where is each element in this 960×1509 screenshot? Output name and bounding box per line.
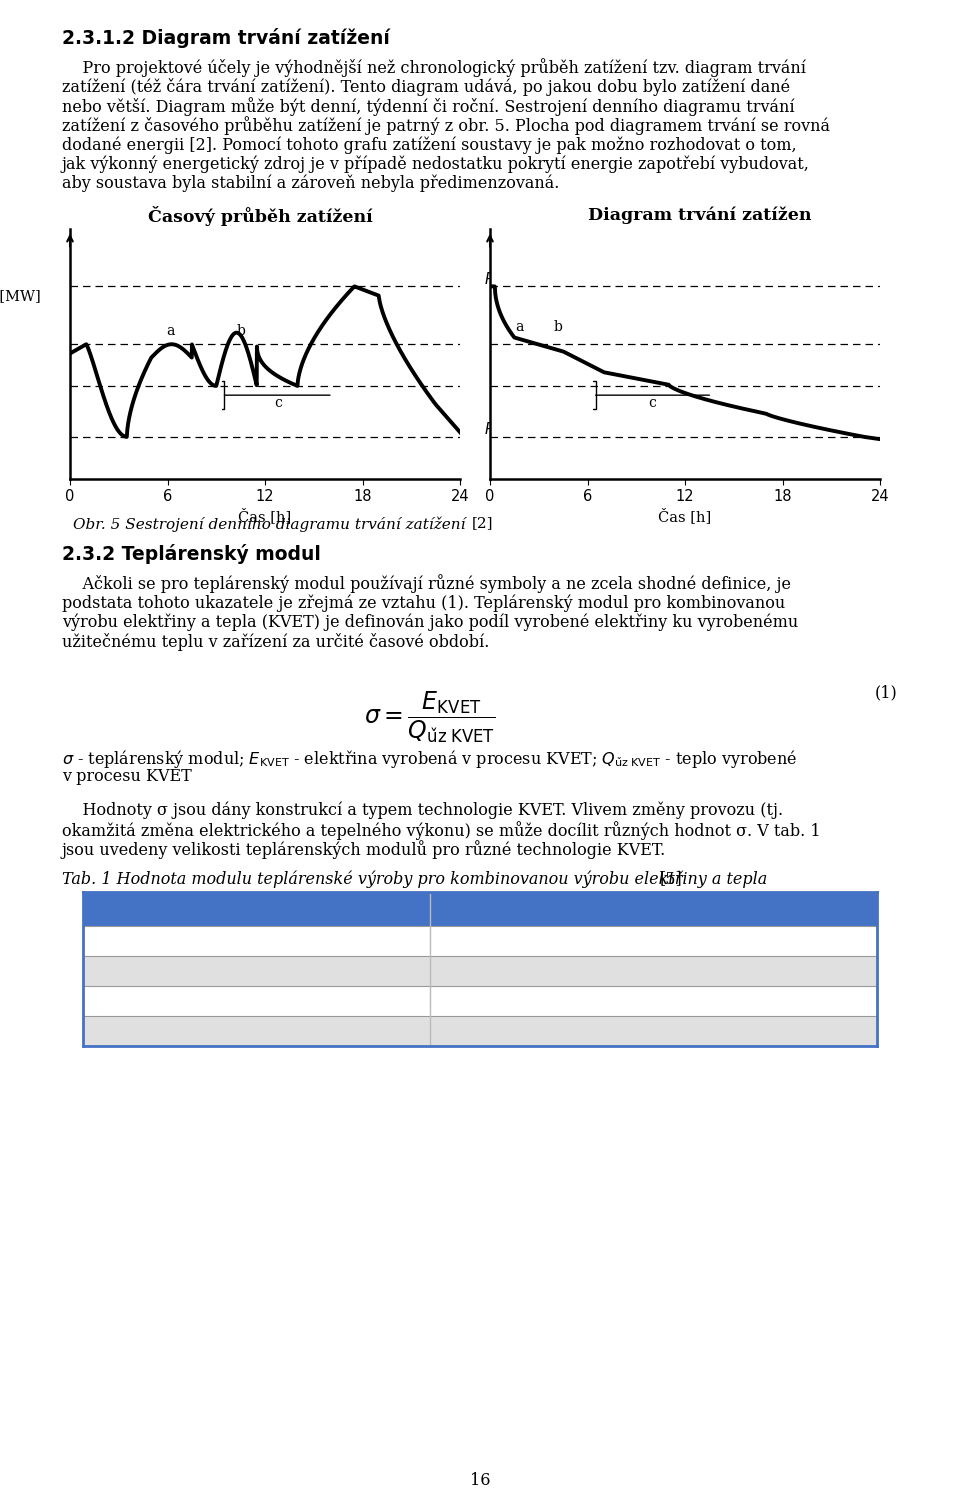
Text: 0,90 - 1,40: 0,90 - 1,40 [612, 1025, 695, 1038]
Text: a: a [516, 320, 523, 333]
Text: Ačkoli se pro teplárenský modul používají různé symboly a ne zcela shodné defini: Ačkoli se pro teplárenský modul používaj… [62, 575, 791, 593]
Text: b: b [554, 320, 563, 333]
Text: jsou uvedeny velikosti teplárenských modulů pro různé technologie KVET.: jsou uvedeny velikosti teplárenských mod… [62, 841, 666, 860]
Text: [2]: [2] [472, 516, 493, 531]
Text: Teplárna s parní turbínou: Teplárna s parní turbínou [95, 934, 293, 949]
Text: okamžitá změna elektrického a tepelného výkonu) se může docílit různých hodnot σ: okamžitá změna elektrického a tepelného … [62, 821, 821, 841]
Text: výrobu elektřiny a tepla (KVET) je definován jako podíl vyrobené elektřiny ku vy: výrobu elektřiny a tepla (KVET) je defin… [62, 614, 799, 631]
Text: $P_{min}$: $P_{min}$ [485, 421, 514, 439]
Text: 2.3.1.2 Diagram trvání zatížení: 2.3.1.2 Diagram trvání zatížení [62, 29, 390, 48]
Text: 2.3.2 Teplárenský modul: 2.3.2 Teplárenský modul [62, 545, 321, 564]
Text: 0,65 - 0,80: 0,65 - 0,80 [612, 994, 695, 1008]
Text: podstata tohoto ukazatele je zřejmá ze vztahu (1). Teplárenský modul pro kombino: podstata tohoto ukazatele je zřejmá ze v… [62, 595, 785, 611]
Text: 0,30 - 0,80: 0,30 - 0,80 [612, 964, 695, 978]
Text: c: c [274, 395, 282, 410]
Text: Teplárna se spalovacím motorem: Teplárna se spalovacím motorem [95, 993, 349, 1008]
Text: Diagram trvání zatížen: Diagram trvání zatížen [588, 207, 812, 223]
Text: Hodnoty σ jsou dány konstrukcí a typem technologie KVET. Vlivem změny provozu (t: Hodnoty σ jsou dány konstrukcí a typem t… [62, 801, 783, 819]
Text: (1): (1) [876, 685, 898, 702]
Text: $\sigma = \dfrac{E_{\mathrm{KVET}}}{Q_{\mathrm{u\check{z}\;KVET}}}$: $\sigma = \dfrac{E_{\mathrm{KVET}}}{Q_{\… [364, 690, 495, 745]
Text: c: c [649, 395, 657, 410]
Text: zatížení (též čára trvání zatížení). Tento diagram udává, po jakou dobu bylo zat: zatížení (též čára trvání zatížení). Ten… [62, 77, 790, 95]
Text: užitečnému teplu v zařízení za určité časové období.: užitečnému teplu v zařízení za určité ča… [62, 632, 490, 650]
Text: Obr. 5 Sestrojení denního diagramu trvání zatížení: Obr. 5 Sestrojení denního diagramu trván… [73, 516, 470, 533]
Text: aby soustava byla stabilní a zároveň nebyla předimenzovaná.: aby soustava byla stabilní a zároveň neb… [62, 175, 560, 193]
Text: Časový průběh zatížení: Časový průběh zatížení [148, 207, 372, 226]
Text: 16: 16 [469, 1471, 491, 1489]
Text: Pro projektové účely je výhodnější než chronologický průběh zatížení tzv. diagra: Pro projektové účely je výhodnější než c… [62, 57, 806, 77]
Text: Tab. 1 Hodnota modulu teplárenské výroby pro kombinovanou výrobu elektřiny a tep: Tab. 1 Hodnota modulu teplárenské výroby… [62, 871, 773, 887]
Text: 0,10 - 0,45: 0,10 - 0,45 [612, 934, 695, 948]
Text: $\sigma$ - teplárenský modul; $E_{\mathrm{KVET}}$ - elektřina vyrobená v procesu: $\sigma$ - teplárenský modul; $E_{\mathr… [62, 748, 798, 771]
Text: b: b [236, 324, 245, 338]
Text: jak výkonný energetický zdroj je v případě nedostatku pokrytí energie zapotřebí : jak výkonný energetický zdroj je v přípa… [62, 155, 810, 174]
Text: $P_{max}$: $P_{max}$ [485, 270, 517, 288]
Text: Paroplynová teplárna: Paroplynová teplárna [95, 1023, 260, 1038]
Text: dodané energii [2]. Pomocí tohoto grafu zatížení soustavy je pak možno rozhodova: dodané energii [2]. Pomocí tohoto grafu … [62, 136, 797, 154]
Text: nebo větší. Diagram může být denní, týdenní či roční. Sestrojení denního diagram: nebo větší. Diagram může být denní, týde… [62, 97, 795, 116]
X-axis label: Čas [h]: Čas [h] [238, 509, 292, 524]
Text: v procesu KVET: v procesu KVET [62, 768, 192, 785]
Text: P [MW]: P [MW] [0, 290, 40, 303]
Text: [5]: [5] [660, 871, 683, 887]
Text: Druh teplárny: Druh teplárny [194, 901, 320, 917]
X-axis label: Čas [h]: Čas [h] [659, 509, 711, 524]
Text: a: a [167, 324, 175, 338]
Text: Modul teplárenské výroby elektřiny: Modul teplárenské výroby elektřiny [494, 901, 812, 917]
Text: Teplárna se spalovací turbínou: Teplárna se spalovací turbínou [95, 964, 332, 978]
Text: zatížení z časového průběhu zatížení je patrný z obr. 5. Plocha pod diagramem tr: zatížení z časového průběhu zatížení je … [62, 116, 830, 136]
